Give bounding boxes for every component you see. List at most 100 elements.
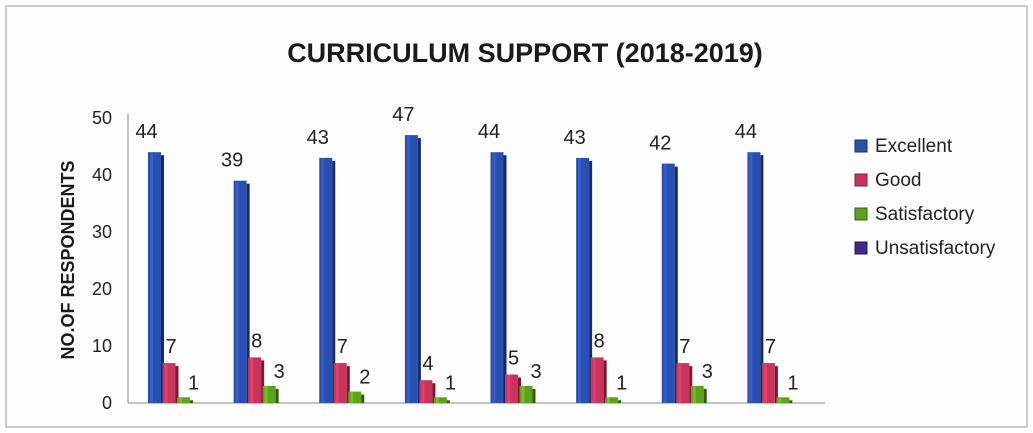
bar-excellent-4 [404, 135, 421, 403]
bar-face [148, 152, 161, 403]
bar-highlight [763, 363, 767, 403]
bar-highlight [164, 363, 168, 403]
bar-highlight [235, 180, 239, 403]
y-tick-label: 30 [92, 222, 112, 242]
bar-good-3 [333, 363, 350, 403]
bar-highlight [335, 363, 339, 403]
legend-swatch [854, 241, 868, 255]
bar-face [776, 397, 790, 403]
data-label-excellent-8: 44 [735, 121, 757, 143]
bar-highlight [421, 380, 425, 403]
data-label-excellent-3: 43 [307, 127, 329, 149]
bar-highlight [692, 385, 696, 403]
bar-face [590, 357, 604, 403]
data-label-good-7: 7 [679, 336, 690, 358]
bar-side [175, 366, 179, 403]
bar-highlight [663, 163, 667, 403]
bar-side [417, 138, 421, 403]
data-label-good-6: 8 [594, 330, 605, 352]
bar-side [190, 400, 193, 403]
bar-side [161, 155, 164, 403]
legend-label: Excellent [875, 136, 953, 157]
bar-side [275, 388, 279, 403]
bar-side [361, 394, 365, 403]
bar-excellent-3 [319, 157, 336, 403]
bar-face [177, 397, 190, 403]
bar-side [446, 400, 450, 403]
data-label-excellent-5: 44 [478, 121, 500, 143]
bar-good-2 [248, 357, 265, 403]
legend-label: Satisfactory [875, 204, 975, 225]
bar-highlight [749, 152, 753, 403]
bar-side [532, 388, 536, 403]
bar-good-6 [590, 357, 607, 403]
bar-highlight [778, 397, 782, 403]
bar-excellent-8 [747, 152, 764, 403]
bar-face [576, 157, 590, 403]
bar-side [789, 400, 793, 403]
bar-side [589, 160, 593, 403]
bar-satisfactory-8 [776, 397, 793, 403]
bar-satisfactory-3 [348, 391, 365, 403]
bar-face [162, 363, 176, 403]
data-label-excellent-1: 44 [135, 121, 157, 143]
data-label-satisfactory-5: 3 [530, 361, 541, 383]
bar-side [774, 366, 778, 403]
legend-label: Good [875, 170, 921, 191]
data-label-satisfactory-2: 3 [274, 361, 285, 383]
bar-good-5 [505, 374, 521, 403]
bar-good-1 [162, 363, 179, 403]
legend-swatch [854, 173, 868, 187]
bar-satisfactory-5 [519, 385, 536, 403]
data-label-satisfactory-4: 1 [445, 372, 456, 394]
bar-highlight [250, 357, 254, 403]
bar-highlight [492, 152, 496, 403]
bar-highlight [179, 397, 182, 403]
legend-label: Unsatisfactory [875, 238, 996, 259]
bar-highlight [578, 157, 582, 403]
data-label-satisfactory-1: 1 [188, 372, 199, 394]
bar-excellent-5 [490, 152, 507, 403]
axes: 0 10 20 30 40 50 [92, 108, 825, 413]
bar-face [490, 152, 504, 403]
bar-face [433, 397, 447, 403]
data-label-good-3: 7 [337, 336, 348, 358]
bar-highlight [435, 397, 439, 403]
bar-highlight [521, 385, 525, 403]
bar-satisfactory-4 [433, 397, 450, 403]
bar-excellent-7 [661, 163, 678, 403]
bar-side [261, 360, 265, 403]
bar-satisfactory-7 [690, 385, 707, 403]
bar-side [674, 166, 678, 403]
bar-face [747, 152, 761, 403]
bar-face [761, 363, 775, 403]
data-label-good-2: 8 [251, 330, 262, 352]
legend-item-satisfactory: Satisfactory [854, 204, 975, 225]
data-label-good-4: 4 [422, 353, 433, 375]
bar-side [432, 383, 436, 403]
bar-highlight [150, 152, 153, 403]
bar-side [703, 388, 707, 403]
bar-satisfactory-2 [262, 385, 279, 403]
data-label-good-8: 7 [765, 336, 776, 358]
bar-side [332, 160, 336, 403]
bar-face [319, 157, 333, 403]
data-label-satisfactory-8: 1 [787, 372, 798, 394]
legend-swatch [854, 207, 868, 221]
y-tick-label: 0 [102, 393, 112, 413]
bar-highlight [507, 374, 510, 403]
bar-side [689, 366, 693, 403]
bar-highlight [592, 357, 596, 403]
bar-satisfactory-6 [605, 397, 622, 403]
chart-title: CURRICULUM SUPPORT (2018-2019) [287, 38, 763, 68]
data-label-satisfactory-6: 1 [616, 372, 627, 394]
bar-good-7 [676, 363, 693, 403]
data-label-excellent-7: 42 [649, 133, 671, 155]
bar-side [618, 400, 622, 403]
bar-side [346, 366, 350, 403]
y-axis-label: NO.OF RESPONDENTS [58, 160, 78, 359]
bar-face [333, 363, 347, 403]
bar-side [760, 155, 764, 403]
bar-face [262, 385, 276, 403]
